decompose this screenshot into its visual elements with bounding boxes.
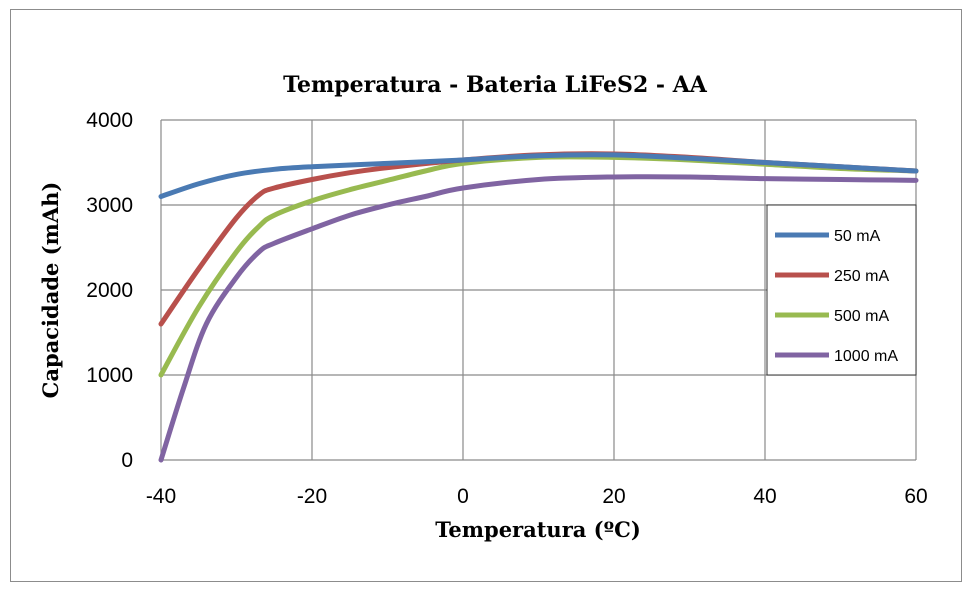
legend-label-1000-ma: 1000 mA <box>834 348 898 365</box>
series-lines <box>158 151 919 463</box>
x-tick-label: -20 <box>297 485 327 508</box>
y-tick-label: 2000 <box>86 279 133 302</box>
y-tick-label: 1000 <box>86 364 133 387</box>
series-line-50-ma <box>158 152 919 199</box>
legend-label-50-ma: 50 mA <box>834 228 881 245</box>
y-tick-label: 0 <box>121 449 133 472</box>
x-tick-label: -40 <box>146 485 176 508</box>
y-axis-title: Capacidade (mAh) <box>38 182 63 399</box>
legend-label-500-ma: 500 mA <box>834 308 889 325</box>
legend-label-250-ma: 250 mA <box>834 268 889 285</box>
series-line-1000-ma <box>158 174 919 463</box>
y-tick-label: 4000 <box>86 109 133 132</box>
x-tick-label: 20 <box>602 485 625 508</box>
y-tick-label: 3000 <box>86 194 133 217</box>
x-tick-label: 60 <box>904 485 927 508</box>
legend: 50 mA 250 mA 500 mA 1000 mA <box>766 204 917 376</box>
y-tick-labels: 0 1000 2000 3000 4000 <box>86 109 133 472</box>
x-tick-labels: -40 -20 0 20 40 60 <box>146 485 928 508</box>
x-tick-label: 0 <box>457 485 469 508</box>
x-tick-label: 40 <box>753 485 776 508</box>
x-axis-title: Temperatura (ºC) <box>435 517 641 542</box>
chart-title: Temperatura - Bateria LiFeS2 - AA <box>283 72 708 98</box>
